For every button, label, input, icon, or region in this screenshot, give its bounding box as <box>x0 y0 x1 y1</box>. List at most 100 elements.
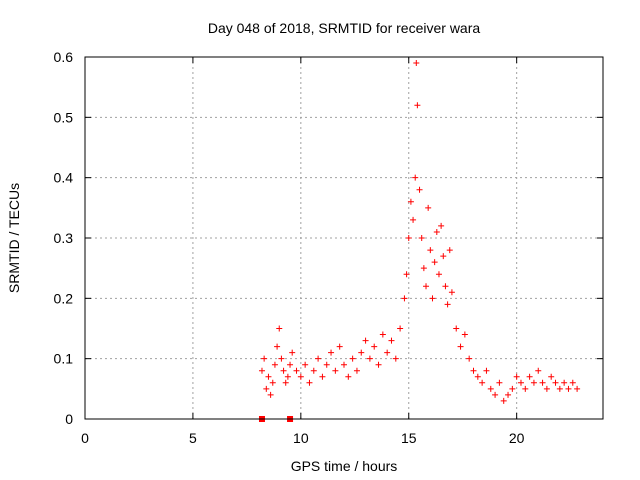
data-point <box>474 373 481 380</box>
y-tick-label: 0.2 <box>54 290 74 306</box>
data-point <box>407 198 414 205</box>
data-point <box>466 355 473 362</box>
data-point <box>425 204 432 211</box>
data-point <box>274 343 281 350</box>
data-point <box>375 361 382 368</box>
data-point <box>526 373 533 380</box>
data-point <box>569 379 576 386</box>
data-point <box>284 373 291 380</box>
data-point <box>461 331 468 338</box>
data-point <box>470 367 477 374</box>
data-point <box>410 216 417 223</box>
data-point <box>349 355 356 362</box>
data-point <box>487 385 494 392</box>
data-point <box>412 174 419 181</box>
data-point <box>278 355 285 362</box>
grid-layer <box>85 57 603 419</box>
data-point <box>397 325 404 332</box>
data-point <box>353 367 360 374</box>
data-point <box>269 379 276 386</box>
data-point <box>258 367 265 374</box>
data-point <box>392 355 399 362</box>
data-point <box>479 379 486 386</box>
y-tick-label: 0.4 <box>54 170 74 186</box>
data-point <box>362 337 369 344</box>
data-point <box>267 391 274 398</box>
y-tick-label: 0.5 <box>54 109 74 125</box>
data-point <box>287 361 294 368</box>
data-point <box>438 222 445 229</box>
data-point <box>405 235 412 241</box>
x-tick-label: 5 <box>189 430 197 446</box>
data-point <box>293 367 300 374</box>
data-point <box>423 283 430 290</box>
data-point <box>263 385 270 392</box>
data-point <box>509 385 516 392</box>
data-point <box>345 373 352 380</box>
data-point <box>358 349 365 356</box>
y-tick-label: 0.6 <box>54 49 74 65</box>
data-point <box>401 295 408 302</box>
data-point <box>513 373 520 380</box>
data-point <box>505 391 512 398</box>
x-tick-label: 10 <box>293 430 309 446</box>
y-axis-label: SRMTID / TECUs <box>6 183 22 293</box>
data-point <box>323 361 330 368</box>
data-point <box>556 385 563 392</box>
data-point <box>297 373 304 380</box>
data-point <box>433 228 440 235</box>
data-point <box>366 355 373 362</box>
data-point <box>446 247 453 254</box>
data-point <box>448 289 455 296</box>
data-point <box>332 367 339 374</box>
data-point <box>336 343 343 350</box>
data-point <box>548 373 555 380</box>
data-point <box>319 373 326 380</box>
x-tick-label: 15 <box>401 430 417 446</box>
y-tick-label: 0.1 <box>54 351 74 367</box>
data-point <box>315 355 322 362</box>
data-point <box>403 271 410 278</box>
data-point <box>429 295 436 302</box>
chart-title: Day 048 of 2018, SRMTID for receiver war… <box>208 20 481 36</box>
data-point <box>276 325 283 332</box>
data-point <box>530 379 537 386</box>
data-point <box>435 271 442 278</box>
y-tick-label: 0.3 <box>54 230 74 246</box>
data-point <box>302 361 309 368</box>
data-point <box>271 361 278 368</box>
data-point <box>413 60 420 67</box>
x-axis-label: GPS time / hours <box>291 458 398 474</box>
data-point <box>444 301 451 308</box>
data-point <box>483 367 490 374</box>
data-point <box>371 343 378 350</box>
x-tick-label: 20 <box>509 430 525 446</box>
data-points-layer <box>258 60 581 422</box>
ticks-layer: 0 5 10 15 20 0 0.1 0.2 0.3 0.4 0.5 0.6 <box>54 49 603 446</box>
plot-frame <box>84 56 604 420</box>
data-point <box>440 253 447 260</box>
y-tick-label: 0 <box>65 411 73 427</box>
data-point <box>414 102 421 109</box>
data-point <box>552 379 559 386</box>
data-point <box>289 349 296 356</box>
data-point <box>442 283 449 290</box>
data-point <box>328 349 335 356</box>
data-point <box>517 379 524 386</box>
data-point <box>522 385 529 392</box>
data-point <box>306 379 313 386</box>
data-point <box>265 373 272 380</box>
data-point <box>282 379 289 386</box>
data-point <box>496 379 503 386</box>
data-point <box>561 379 568 386</box>
data-point <box>384 349 391 356</box>
data-point <box>280 367 287 374</box>
data-point <box>500 397 507 404</box>
x-tick-label: 0 <box>81 430 89 446</box>
data-point <box>427 247 434 254</box>
data-point <box>543 385 550 392</box>
data-point <box>574 385 581 392</box>
data-point <box>492 391 499 398</box>
data-point <box>539 379 546 386</box>
